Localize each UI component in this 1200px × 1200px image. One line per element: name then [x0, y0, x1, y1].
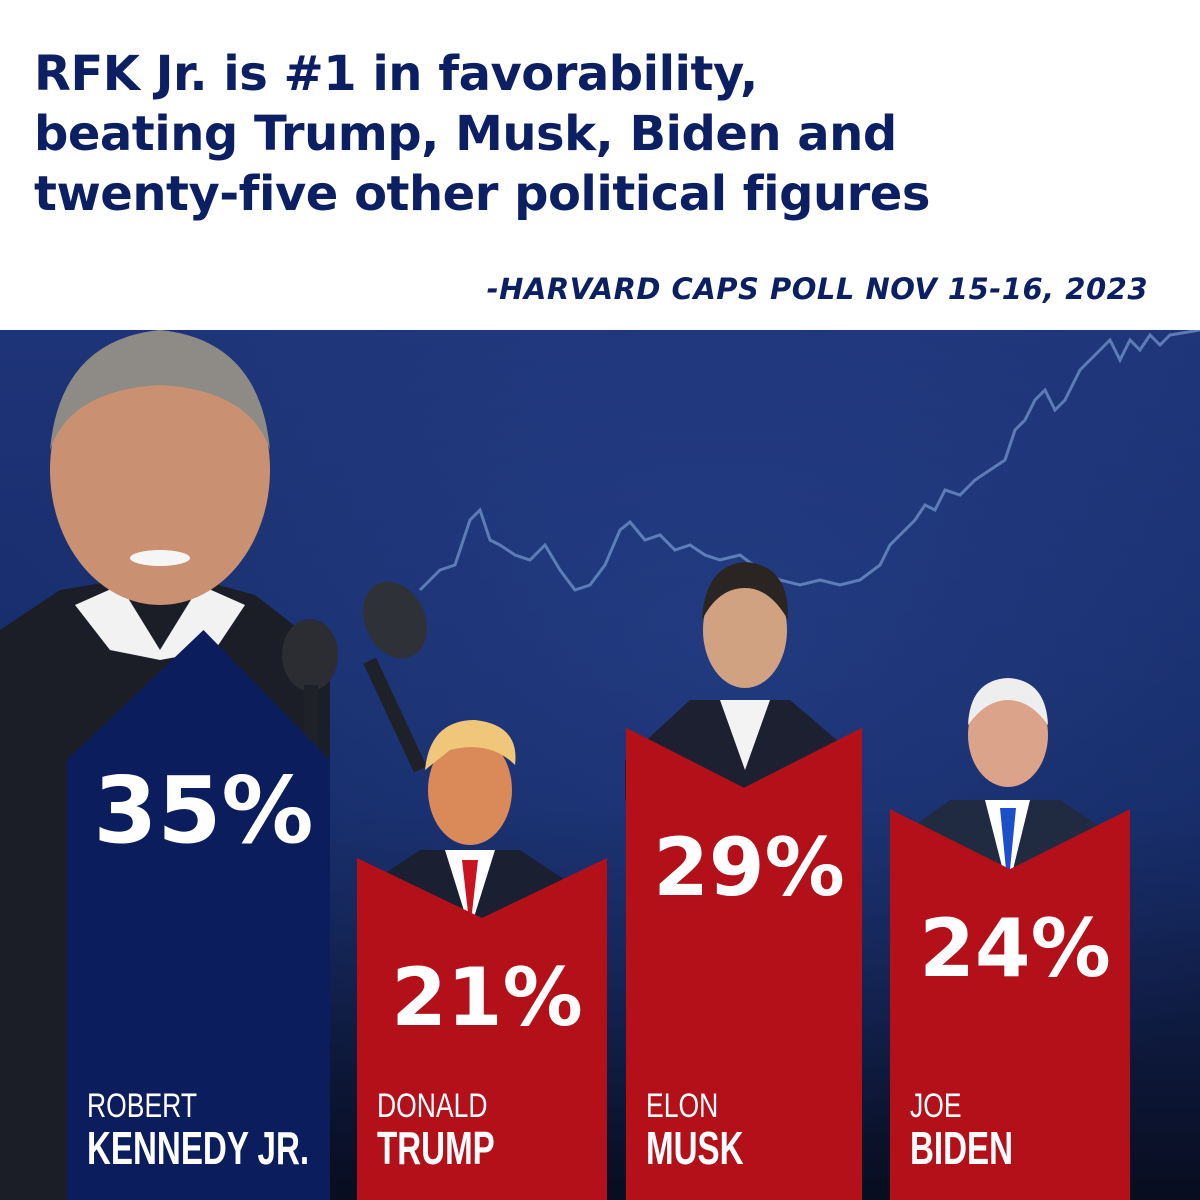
last-name-biden: BIDEN — [910, 1122, 1014, 1174]
header: RFK Jr. is #1 in favorability, beating T… — [0, 0, 1200, 330]
name-label-trump: DONALD TRUMP — [377, 1088, 541, 1172]
stock-line-decoration — [418, 330, 1200, 592]
value-label-biden: 24% — [919, 902, 1111, 996]
first-name-kennedy: ROBERT — [87, 1087, 198, 1125]
headline-line-2: beating Trump, Musk, Biden and — [34, 106, 897, 162]
headline-line-1: RFK Jr. is #1 in favorability, — [34, 46, 758, 102]
value-label-kennedy: 35% — [93, 757, 314, 864]
value-label-trump: 21% — [391, 951, 583, 1044]
poll-source: -HARVARD CAPS POLL NOV 15-16, 2023 — [486, 272, 1148, 306]
last-name-kennedy: KENNEDY JR. — [87, 1122, 310, 1174]
name-label-musk: ELON MUSK — [646, 1088, 781, 1172]
headline-line-3: twenty-five other political figures — [34, 166, 930, 222]
microphones-icon — [282, 581, 428, 835]
value-label-musk: 29% — [653, 820, 845, 914]
bar-musk — [626, 727, 862, 1200]
bar-trump — [357, 858, 607, 1200]
name-label-kennedy: ROBERT KENNEDY JR. — [87, 1088, 395, 1172]
first-name-trump: DONALD — [377, 1087, 488, 1125]
background-svg — [0, 330, 1200, 1200]
last-name-trump: TRUMP — [377, 1122, 495, 1174]
bar-kennedy — [67, 630, 330, 1200]
chart-panel: 35% ROBERT KENNEDY JR. 21% DONALD TRUMP 29% ELO… — [0, 330, 1200, 1200]
name-label-biden: JOE BIDEN — [910, 1088, 1053, 1172]
bars-group — [67, 630, 1130, 1200]
headline: RFK Jr. is #1 in favorability, beating T… — [34, 44, 1184, 224]
bar-biden — [890, 809, 1130, 1200]
first-name-musk: ELON — [646, 1087, 719, 1125]
first-name-biden: JOE — [910, 1087, 962, 1125]
last-name-musk: MUSK — [646, 1122, 744, 1174]
